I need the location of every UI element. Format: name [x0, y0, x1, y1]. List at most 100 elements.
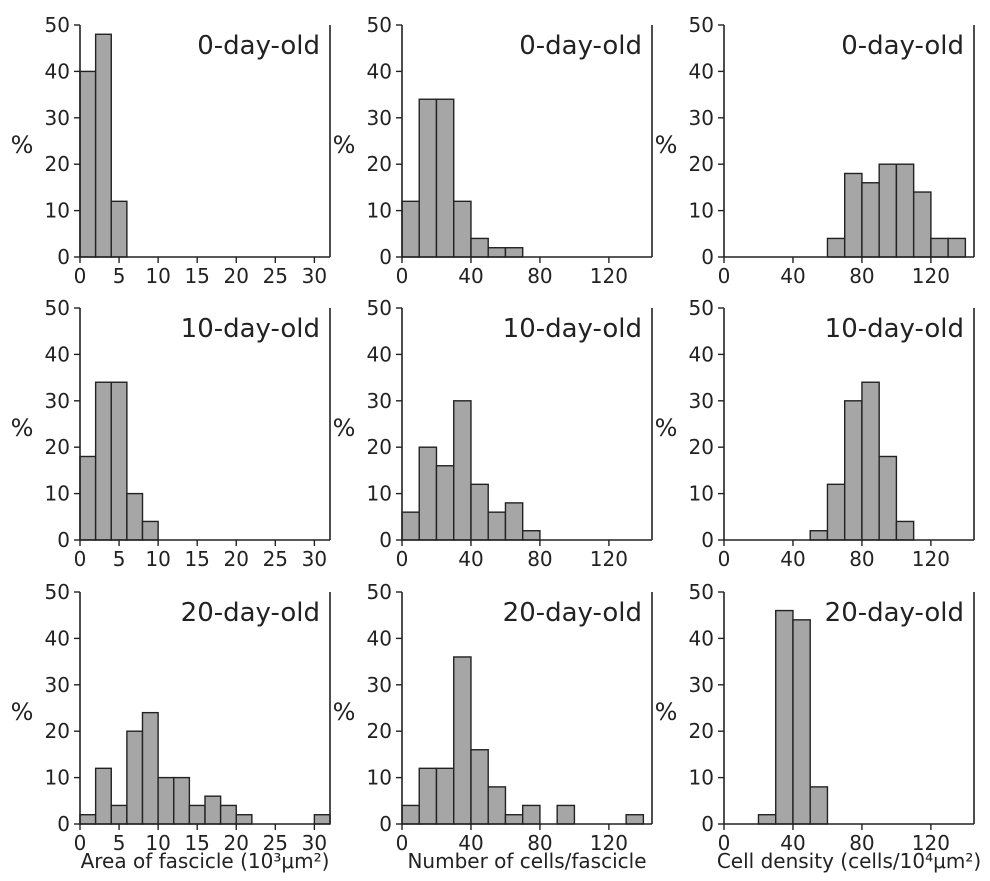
- panel-6-y-tick-label-10: 10: [689, 482, 714, 506]
- panel-3-y-tick-label-10: 10: [689, 199, 714, 223]
- panel-4-x-tick-label-0: 0: [74, 547, 87, 571]
- panel-1-y-tick-label-10: 10: [45, 199, 70, 223]
- panel-6-x-tick-label-40: 40: [780, 547, 805, 571]
- panel-7-x-label: Area of fascicle (10³μm²): [81, 849, 330, 873]
- panel-3-bar-8: [947, 237, 967, 258]
- panel-7-x-tick-label-20: 20: [224, 831, 249, 855]
- panel-9-y-tick-label-40: 40: [689, 626, 714, 650]
- panel-3-y-tick-label-40: 40: [689, 59, 714, 83]
- panel-7-x-tick-label-15: 15: [184, 831, 209, 855]
- panel-2-bar-1: [401, 200, 420, 258]
- panel-6-y-tick-label-30: 30: [689, 389, 714, 413]
- panel-7-x-tick-label-0: 0: [74, 831, 87, 855]
- panel-5-x-tick-label-0: 0: [396, 547, 409, 571]
- panel-3-y-label: %: [655, 131, 678, 159]
- panel-7-title: 20-day-old: [181, 598, 320, 628]
- panel-6-y-tick-label-40: 40: [689, 342, 714, 366]
- panel-3-bar-5: [895, 163, 915, 258]
- panel-3-bar-6: [912, 191, 932, 258]
- panel-1-y-label: %: [11, 131, 34, 159]
- panel-7-y-label: %: [11, 698, 34, 726]
- panel-1-x-tick-label-15: 15: [184, 264, 209, 288]
- panel-5-y-label: %: [333, 414, 356, 442]
- panel-9-x-tick-label-80: 80: [849, 831, 874, 855]
- panel-4-x-tick-label-20: 20: [224, 547, 249, 571]
- panel-4-x-tick-label-25: 25: [263, 547, 288, 571]
- panel-8-bar-5: [470, 749, 489, 825]
- panel-7-bar-9: [204, 795, 222, 825]
- panel-9-bar-1: [757, 814, 777, 825]
- panel-5-bar-8: [521, 530, 541, 541]
- panel-1-bar-2: [94, 33, 112, 258]
- panel-3-y-tick-label-0: 0: [701, 245, 714, 269]
- panel-8-bar-4: [453, 656, 472, 825]
- panel-8-bar-10: [625, 814, 645, 825]
- panel-7-y-tick-label-0: 0: [57, 812, 70, 836]
- panel-5-bar-1: [401, 511, 420, 541]
- panel-5-bar-4: [453, 400, 472, 541]
- panel-7-x-tick-label-25: 25: [263, 831, 288, 855]
- panel-6-y-tick-label-50: 50: [689, 296, 714, 320]
- panel-2-title: 0-day-old: [519, 31, 642, 61]
- panel-4-y-tick-label-40: 40: [45, 342, 70, 366]
- panel-4-x-tick-label-5: 5: [113, 547, 126, 571]
- panel-1-x-tick-label-0: 0: [74, 264, 87, 288]
- panel-3-bar-3: [861, 182, 880, 258]
- panel-4-y-tick-label-10: 10: [45, 482, 70, 506]
- panel-6-bar-2: [826, 483, 846, 541]
- panel-5-y-tick-label-40: 40: [367, 342, 392, 366]
- panel-1-x-tick-label-25: 25: [263, 264, 288, 288]
- panel-2-bar-2: [418, 98, 438, 258]
- panel-2-bar-7: [504, 247, 524, 258]
- panel-2-y-label: %: [333, 131, 356, 159]
- panel-7-bar-1: [79, 814, 97, 825]
- panel-5-x-tick-label-120: 120: [590, 547, 628, 571]
- panel-1-y-tick-label-0: 0: [57, 245, 70, 269]
- panel-8-bar-9: [556, 804, 576, 825]
- panel-5-x-tick-label-80: 80: [527, 547, 552, 571]
- panel-6-bar-4: [861, 381, 880, 541]
- panel-7-bar-12: [313, 814, 331, 825]
- panel-3-x-tick-label-40: 40: [780, 264, 805, 288]
- panel-6-y-tick-label-20: 20: [689, 435, 714, 459]
- panel-9-x-tick-label-0: 0: [718, 831, 731, 855]
- panel-3-bar-7: [930, 237, 949, 258]
- panel-8-bar-6: [487, 786, 507, 825]
- panel-8-bar-8: [521, 804, 541, 825]
- panel-7-bar-8: [188, 804, 206, 825]
- panel-2-y-tick-label-0: 0: [379, 245, 392, 269]
- panel-7-bar-11: [235, 814, 253, 825]
- panel-8-bar-2: [418, 767, 438, 825]
- panel-2-x-tick-label-80: 80: [527, 264, 552, 288]
- panel-2-bar-5: [470, 237, 489, 258]
- panel-2-y-tick-label-40: 40: [367, 59, 392, 83]
- panel-4-bar-5: [141, 520, 159, 541]
- panel-4-x-tick-label-10: 10: [145, 547, 170, 571]
- panel-6-bar-6: [895, 520, 915, 541]
- panel-8-y-tick-label-50: 50: [367, 580, 392, 604]
- panel-9-title: 20-day-old: [825, 598, 964, 628]
- panel-1-y-tick-label-40: 40: [45, 59, 70, 83]
- panel-4-title: 10-day-old: [181, 314, 320, 344]
- panel-8-y-tick-label-30: 30: [367, 673, 392, 697]
- panel-6-y-label: %: [655, 414, 678, 442]
- panel-8-bar-3: [435, 767, 455, 825]
- panel-2-y-tick-label-50: 50: [367, 13, 392, 37]
- panel-6-x-tick-label-0: 0: [718, 547, 731, 571]
- panel-3-y-tick-label-30: 30: [689, 106, 714, 130]
- panel-7-x-tick-label-30: 30: [302, 831, 327, 855]
- panel-1-y-tick-label-30: 30: [45, 106, 70, 130]
- panel-4-y-tick-label-30: 30: [45, 389, 70, 413]
- panel-2-bar-3: [435, 98, 455, 258]
- panel-4-x-tick-label-30: 30: [302, 547, 327, 571]
- panel-7-x-tick-label-10: 10: [145, 831, 170, 855]
- panel-5-y-tick-label-20: 20: [367, 435, 392, 459]
- panel-1-x-tick-label-30: 30: [302, 264, 327, 288]
- panel-2-y-tick-label-30: 30: [367, 106, 392, 130]
- panel-7-bar-5: [141, 711, 159, 825]
- panel-5-bar-3: [435, 465, 455, 541]
- panel-9-y-label: %: [655, 698, 678, 726]
- panel-6-y-tick-label-0: 0: [701, 528, 714, 552]
- panel-2-y-tick-label-20: 20: [367, 152, 392, 176]
- panel-3-x-tick-label-80: 80: [849, 264, 874, 288]
